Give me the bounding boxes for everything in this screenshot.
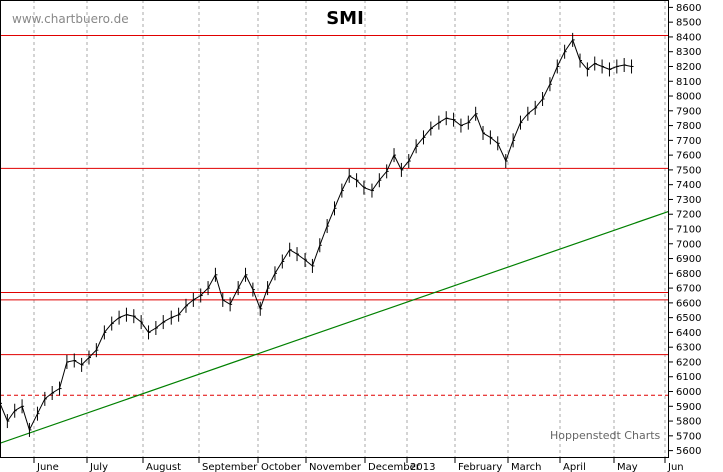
y-tick-label-7500: 7500 [676, 165, 701, 176]
month-label-12: Jun [667, 462, 684, 472]
y-tick-label-5600: 5600 [676, 446, 701, 457]
horizontal-lines [0, 34, 669, 396]
chart-credit: Hoppenstedt Charts [550, 429, 661, 442]
y-tick-label-6000: 6000 [676, 387, 701, 398]
price-series [0, 32, 634, 437]
month-label-3: September [202, 462, 258, 472]
y-tick-label-6500: 6500 [676, 313, 701, 324]
plot-frame [0, 0, 669, 458]
y-tick-label-6100: 6100 [676, 372, 701, 383]
month-label-11: May [617, 462, 638, 472]
series-line-0 [0, 38, 632, 432]
y-tick-label-7900: 7900 [676, 106, 701, 117]
y-tick-label-8000: 8000 [676, 92, 701, 103]
y-tick-label-6400: 6400 [676, 328, 701, 339]
y-tick-label-8200: 8200 [676, 62, 701, 73]
y-tick-label-6300: 6300 [676, 343, 701, 354]
watermark: www.chartbuero.de [12, 12, 129, 26]
y-tick-label-7400: 7400 [676, 180, 701, 191]
y-tick-label-6900: 6900 [676, 254, 701, 265]
trendline [0, 210, 670, 444]
month-label-8: February [458, 462, 502, 472]
y-tick-label-6600: 6600 [676, 298, 701, 309]
trendline-group [0, 210, 670, 444]
month-label-7: 2013 [410, 462, 435, 472]
y-tick-label-8300: 8300 [676, 47, 701, 58]
y-tick-label-7000: 7000 [676, 239, 701, 250]
month-label-0: June [36, 462, 59, 472]
y-tick-label-7200: 7200 [676, 210, 701, 221]
month-label-9: March [511, 462, 541, 472]
y-tick-label-8600: 8600 [676, 3, 701, 14]
month-label-10: April [563, 462, 586, 472]
y-tick-label-7800: 7800 [676, 121, 701, 132]
y-tick-label-7600: 7600 [676, 151, 701, 162]
month-label-6: December [368, 462, 421, 472]
y-tick-label-6700: 6700 [676, 284, 701, 295]
y-tick-label-5800: 5800 [676, 417, 701, 428]
y-tick-label-6200: 6200 [676, 357, 701, 368]
plot-background [0, 0, 669, 458]
y-tick-label-5700: 5700 [676, 431, 701, 442]
y-tick-label-7700: 7700 [676, 136, 701, 147]
month-label-2: August [146, 462, 181, 472]
y-tick-label-7100: 7100 [676, 225, 701, 236]
chart-title: SMI [326, 8, 364, 29]
grid [33, 0, 666, 458]
y-tick-label-6800: 6800 [676, 269, 701, 280]
y-tick-label-7300: 7300 [676, 195, 701, 206]
x-axis: June July August September October November De… [33, 458, 684, 472]
y-tick-label-8100: 8100 [676, 77, 701, 88]
month-label-1: July [89, 462, 108, 472]
y-axis: 5600 5700 5800 5900 6000 6100 6200 6300 6400 6500… [669, 3, 701, 457]
y-tick-label-5900: 5900 [676, 402, 701, 413]
month-label-5: November [309, 462, 362, 472]
y-tick-label-8500: 8500 [676, 18, 701, 29]
y-tick-label-8400: 8400 [676, 32, 701, 43]
month-label-4: October [261, 462, 302, 472]
